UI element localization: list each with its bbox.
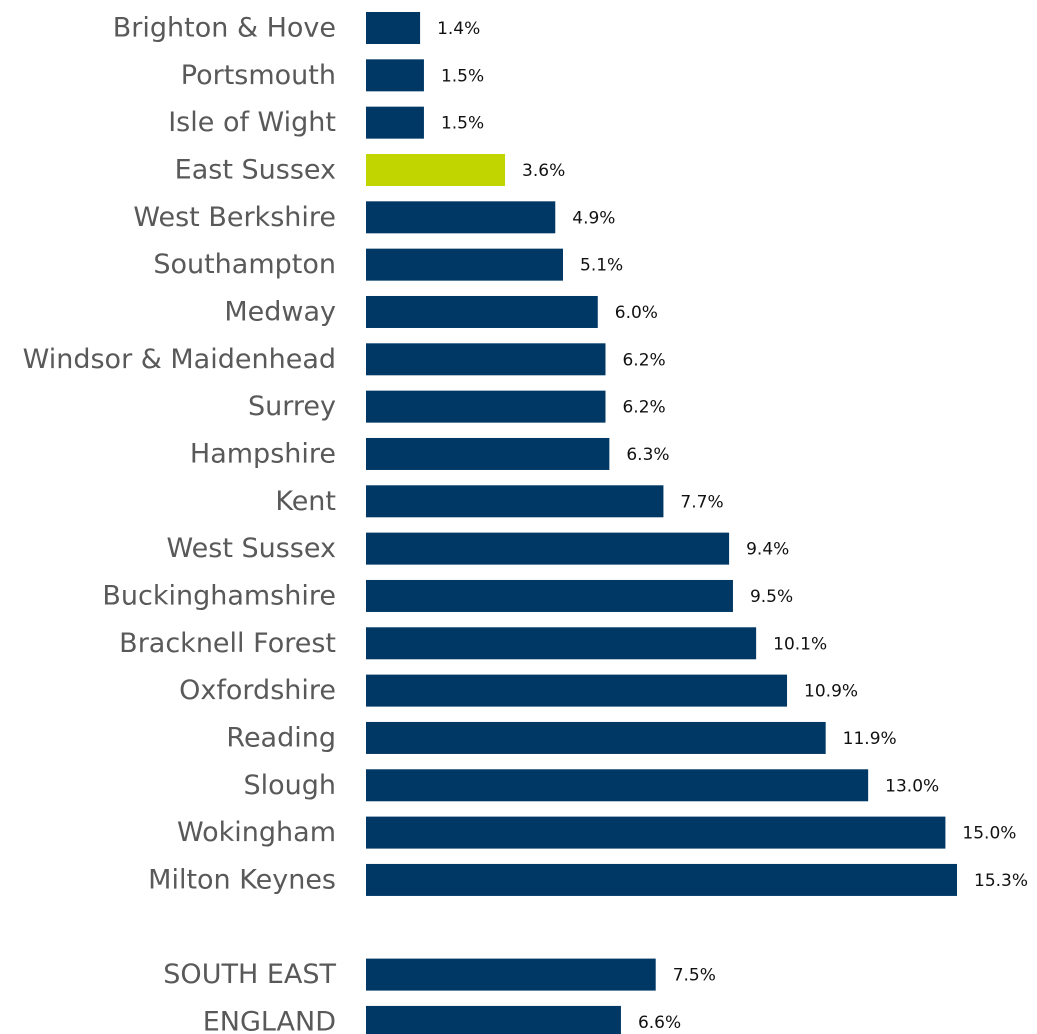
category-label: Hampshire [190,438,336,469]
value-label: 11.9% [843,729,897,749]
bar [366,248,563,281]
bar [366,532,730,565]
bar [366,153,506,186]
bar [366,59,424,92]
value-label: 13.0% [885,776,939,796]
category-label: Portsmouth [181,60,336,91]
bar [366,579,733,612]
bar [366,295,598,328]
bar [366,721,826,754]
category-label: Slough [243,770,336,801]
value-label: 9.4% [746,540,789,560]
value-label: 1.5% [441,66,484,86]
bar [366,958,656,991]
category-label: Brighton & Hove [113,13,336,44]
category-label: West Sussex [167,533,336,564]
bar [366,390,606,423]
category-label: Surrey [248,391,336,422]
value-label: 15.3% [974,871,1028,891]
value-label: 15.0% [962,824,1016,844]
value-label: 6.2% [622,398,665,418]
value-label: 6.3% [626,445,669,465]
bar [366,674,788,707]
value-label: 6.6% [638,1013,681,1033]
bar [366,769,869,802]
category-label: Kent [275,486,336,517]
bar [366,816,946,849]
category-label: Medway [224,296,336,327]
bar [366,863,957,896]
category-label: Isle of Wight [168,107,336,138]
bar [366,106,424,139]
bar [366,1005,621,1034]
value-label: 7.7% [680,492,723,512]
value-label: 7.5% [673,966,716,986]
bar [366,437,610,470]
value-label: 6.0% [615,303,658,323]
value-label: 5.1% [580,256,623,276]
category-label: East Sussex [175,154,336,185]
value-label: 1.4% [437,19,480,39]
category-label: SOUTH EAST [163,959,336,990]
category-label: Bracknell Forest [119,628,336,659]
category-label: West Berkshire [133,202,336,233]
value-label: 1.5% [441,114,484,134]
category-label: Southampton [153,249,336,280]
value-label: 9.5% [750,587,793,607]
bar [366,627,757,660]
value-label: 6.2% [622,350,665,370]
category-label: Reading [226,722,336,753]
bar [366,12,421,44]
bar [366,343,606,376]
value-label: 4.9% [572,208,615,228]
category-label: Buckinghamshire [102,580,336,611]
category-label: Windsor & Maidenhead [23,344,336,375]
bar [366,485,664,518]
bar [366,201,556,234]
category-label: Wokingham [177,817,336,848]
value-label: 3.6% [522,161,565,181]
category-label: Milton Keynes [148,864,336,895]
value-label: 10.9% [804,682,858,702]
category-label: ENGLAND [203,1006,336,1034]
value-label: 10.1% [773,634,827,654]
category-label: Oxfordshire [179,675,336,706]
